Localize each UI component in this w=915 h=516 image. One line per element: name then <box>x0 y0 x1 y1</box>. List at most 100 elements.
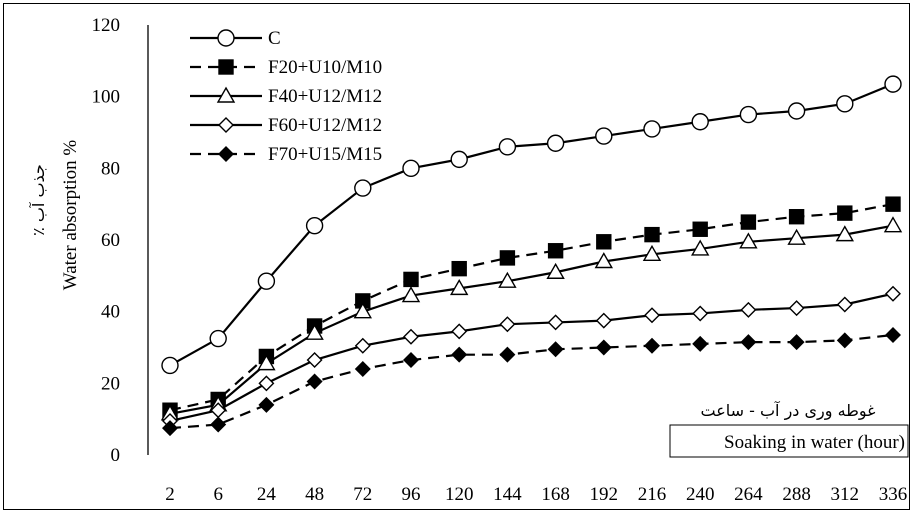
legend-marker <box>216 86 236 103</box>
data-point <box>837 205 853 221</box>
data-point <box>596 234 612 250</box>
data-point <box>547 341 564 358</box>
legend-item: C <box>190 28 281 49</box>
data-point <box>788 300 805 317</box>
data-point <box>740 334 757 351</box>
data-point <box>787 102 806 120</box>
data-point <box>306 352 323 369</box>
chart-frame <box>3 3 910 510</box>
x-tick-label: 288 <box>782 484 811 505</box>
data-point <box>884 75 902 93</box>
data-point <box>403 328 419 345</box>
data-point <box>498 138 517 156</box>
x-tick-label: 24 <box>257 484 277 505</box>
data-point <box>644 337 660 354</box>
legend-label: F40+U12/M12 <box>268 86 382 107</box>
x-tick-label: 168 <box>541 484 570 505</box>
x-tick-label: 312 <box>831 484 860 505</box>
x-tick-label: 48 <box>305 484 324 505</box>
data-point <box>547 243 564 259</box>
x-tick-label: 216 <box>638 484 667 505</box>
series-3 <box>160 216 903 421</box>
data-point <box>692 221 708 237</box>
x-tick-label: 240 <box>686 484 715 505</box>
x-axis-label: Soaking in water (hour) <box>724 432 905 453</box>
series-line <box>169 292 894 423</box>
data-point <box>402 159 420 178</box>
data-point <box>162 420 178 437</box>
data-point <box>498 271 517 288</box>
legend-marker <box>218 59 234 75</box>
x-tick-label: 336 <box>879 484 908 505</box>
data-point <box>787 228 806 245</box>
y-axis-label-fa: جذب آب ٪ <box>29 164 48 236</box>
data-point <box>546 262 565 279</box>
y-tick-label: 100 <box>92 87 121 108</box>
data-point <box>449 278 469 296</box>
data-point <box>740 214 757 230</box>
data-point <box>739 105 758 124</box>
data-point <box>401 286 421 303</box>
data-point <box>836 296 853 313</box>
data-point <box>885 196 901 212</box>
series-5 <box>162 326 901 437</box>
data-point <box>690 239 710 256</box>
data-point <box>403 352 419 369</box>
data-point <box>644 307 660 324</box>
x-tick-label: 6 <box>213 484 223 505</box>
data-point <box>257 272 276 290</box>
data-point <box>354 337 371 354</box>
data-point <box>788 209 805 225</box>
series-group <box>160 75 903 437</box>
legend-marker <box>218 117 234 133</box>
x-tick-label: 2 <box>165 484 175 505</box>
data-point <box>451 346 468 363</box>
data-point <box>209 329 227 348</box>
data-point <box>883 216 903 233</box>
data-point <box>740 301 757 318</box>
y-tick-label: 120 <box>92 15 121 36</box>
data-point <box>835 225 855 242</box>
y-axis-label: Water absorption % <box>60 140 81 291</box>
y-tick-label: 80 <box>101 158 120 179</box>
data-point <box>354 179 372 197</box>
data-point <box>691 113 709 131</box>
data-point <box>547 314 564 331</box>
data-point <box>546 134 565 152</box>
data-point <box>499 316 516 333</box>
data-point <box>643 120 661 138</box>
data-point <box>354 361 371 377</box>
data-point <box>836 95 854 113</box>
legend-label: F60+U12/M12 <box>268 115 382 136</box>
data-point <box>258 375 275 392</box>
legend-marker <box>218 146 234 162</box>
series-4 <box>162 285 901 429</box>
x-tick-label: 120 <box>445 484 474 505</box>
data-point <box>353 302 373 319</box>
data-point <box>594 252 614 269</box>
data-point <box>595 312 612 329</box>
legend-label: F70+U15/M15 <box>268 144 382 165</box>
x-tick-label: 264 <box>734 484 763 505</box>
x-tick-labels: 2 6 24 48 72 96 120 144 168 192 216 240 264 288 312 336 <box>165 484 907 505</box>
y-tick-label: 20 <box>101 373 120 394</box>
data-point <box>595 339 612 356</box>
series-line <box>169 333 894 430</box>
data-point <box>403 271 419 288</box>
legend-item: F70+U15/M15 <box>190 144 382 165</box>
series-line <box>169 224 894 415</box>
x-axis-label-fa: غوطه وری در آب - ساعت <box>700 401 875 421</box>
data-point <box>451 323 468 340</box>
series-line <box>169 203 894 412</box>
data-point <box>305 216 324 235</box>
legend-marker <box>217 29 235 47</box>
data-point <box>692 305 709 322</box>
data-point <box>450 150 468 169</box>
x-tick-label: 72 <box>353 484 372 505</box>
data-point <box>836 332 853 349</box>
series-1 <box>161 75 902 375</box>
data-point <box>692 335 709 352</box>
data-point <box>644 226 660 243</box>
x-tick-label: 96 <box>402 484 421 505</box>
